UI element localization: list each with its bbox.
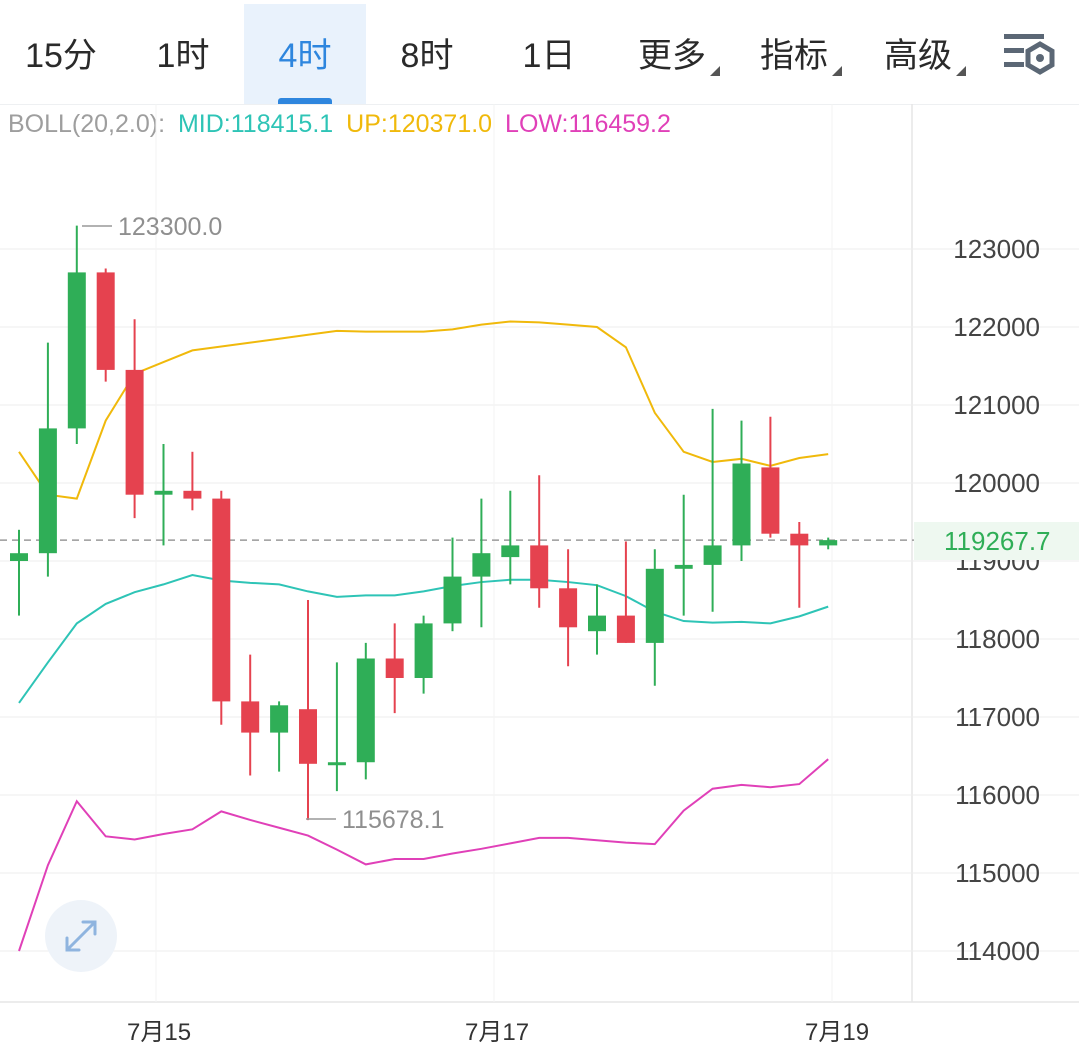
price-tick-label: 123000 — [953, 234, 1040, 264]
boll-lower-line — [18, 758, 829, 952]
boll-name: BOLL(20,2.0): — [8, 110, 166, 138]
tab-4h[interactable]: 4时 — [244, 4, 366, 104]
candle-body-up — [38, 428, 57, 554]
candle-body-up — [67, 272, 86, 429]
candle-body-up — [588, 615, 606, 632]
candle-body-up — [472, 553, 491, 577]
candle-body-down — [241, 701, 260, 733]
boll-bands — [18, 320, 829, 952]
price-tick-label: 117000 — [955, 702, 1040, 732]
boll-mid-value: MID:118415.1 — [177, 110, 334, 138]
date-label: 7月15 — [127, 1019, 192, 1046]
candle-body-up — [732, 463, 751, 546]
boll-up-value: UP:120371.0 — [346, 110, 493, 138]
boll-indicator-legend: BOLL(20,2.0): MID:118415.1 UP:120371.0 L… — [8, 110, 677, 139]
price-tick-label: 122000 — [953, 312, 1040, 342]
candle-body-down — [183, 490, 202, 499]
active-tab-indicator — [278, 98, 332, 104]
high-price-label: 123300.0 — [118, 213, 222, 241]
chart-grid — [0, 104, 1079, 1003]
low-price-label: 115678.1 — [342, 806, 444, 834]
boll-upper-line — [18, 320, 829, 500]
candle-body-up — [10, 553, 28, 561]
candle-body-down — [212, 498, 231, 702]
candle-body-down — [385, 658, 404, 678]
advanced-dropdown[interactable]: 高级 — [884, 4, 966, 104]
candle-body-up — [674, 564, 693, 569]
caret-down-icon — [956, 66, 966, 76]
candle-body-down — [761, 467, 780, 534]
candle-body-up — [154, 490, 173, 495]
timeframe-tabbar: 15分 1时 4时 8时 1日 更多 指标 高级 — [0, 0, 1079, 105]
candle-body-down — [616, 615, 635, 643]
boll-low-value: LOW:116459.2 — [505, 110, 671, 138]
candlestick-chart[interactable]: 1230001220001210001200001190001180001170… — [0, 104, 1079, 1004]
advanced-dropdown-label: 高级 — [884, 37, 952, 75]
tab-15m[interactable]: 15分 — [25, 37, 97, 75]
indicator-dropdown-label: 指标 — [760, 37, 828, 75]
more-dropdown[interactable]: 更多 — [638, 4, 720, 104]
candle-body-down — [299, 709, 317, 764]
candle-body-up — [443, 576, 462, 624]
candles — [10, 225, 838, 821]
extreme-annotations: 123300.0 115678.1 — [82, 213, 444, 834]
candle-body-up — [819, 540, 838, 546]
candle-body-up — [327, 762, 346, 766]
candle-body-down — [96, 272, 115, 370]
price-tick-label: 120000 — [953, 468, 1040, 498]
tab-4h-label: 4时 — [278, 37, 332, 75]
chart-settings-button[interactable] — [1000, 30, 1058, 78]
current-price-tag: 119267.7 — [914, 522, 1079, 560]
date-label: 7月19 — [805, 1019, 870, 1046]
price-tick-label: 115000 — [955, 858, 1040, 888]
tab-1h[interactable]: 1时 — [156, 37, 210, 75]
expand-icon — [65, 920, 97, 952]
boll-middle-line — [18, 574, 829, 704]
candle-body-down — [790, 533, 809, 546]
price-tick-label: 114000 — [955, 936, 1040, 966]
candle-body-down — [530, 545, 549, 589]
candle-body-up — [501, 545, 520, 558]
caret-down-icon — [710, 66, 720, 76]
price-tick-label: 118000 — [955, 624, 1040, 654]
price-tick-label: 116000 — [955, 780, 1040, 810]
chart-settings-icon — [1004, 34, 1055, 75]
candle-body-up — [414, 623, 433, 678]
candle-body-down — [125, 369, 144, 495]
price-tick-label: 121000 — [953, 390, 1040, 420]
current-price-value: 119267.7 — [944, 526, 1051, 556]
caret-down-icon — [832, 66, 842, 76]
date-label: 7月17 — [465, 1019, 530, 1046]
candle-body-up — [703, 545, 722, 565]
candle-body-up — [270, 705, 289, 733]
candle-body-up — [356, 658, 375, 763]
indicator-dropdown[interactable]: 指标 — [760, 4, 842, 104]
more-dropdown-label: 更多 — [638, 37, 706, 75]
fullscreen-button[interactable] — [45, 900, 117, 972]
candle-body-down — [559, 588, 578, 628]
candle-body-up — [645, 568, 664, 643]
price-axis: 1230001220001210001200001190001180001170… — [953, 234, 1040, 966]
tab-1d[interactable]: 1日 — [522, 37, 576, 75]
tab-8h[interactable]: 8时 — [400, 37, 454, 75]
